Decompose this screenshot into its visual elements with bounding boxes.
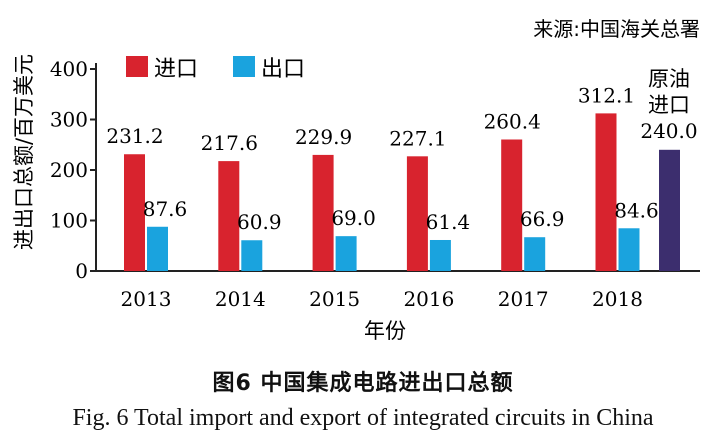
bar-import [595,113,617,272]
y-tick-label: 0 [75,259,88,283]
bar-export [429,239,451,271]
data-label-import: 217.6 [201,131,258,155]
y-tick-label: 400 [50,57,88,81]
data-label-export: 84.6 [614,198,659,222]
bar-import [124,154,145,271]
legend-swatch-import [126,56,148,77]
bar-import [501,139,523,271]
data-label-export: 87.6 [143,197,188,221]
source-text: 来源:中国海关总署 [533,17,700,41]
y-tick-label: 200 [50,158,88,182]
data-label-import: 229.9 [295,125,352,149]
data-label-crude-oil: 240.0 [640,119,697,143]
figure-caption-cn: 图6 中国集成电路进出口总额 [212,371,514,396]
bar-import [218,161,240,271]
x-tick-label: 2013 [121,287,172,311]
data-label-import: 312.1 [578,83,635,107]
x-tick-label: 2015 [309,287,360,311]
bar-export [618,228,640,271]
data-label-export: 61.4 [426,210,471,234]
bar-import [312,154,334,271]
y-axis-label: 进出口总额/百万美元 [12,54,36,250]
bar-export [524,237,546,271]
legend-label-import: 进口 [154,57,198,82]
bar-crude-oil-import [659,149,680,271]
bar-export [147,226,168,271]
x-tick-label: 2014 [215,287,266,311]
bar-export [241,240,263,271]
x-tick-label: 2017 [498,287,549,311]
crude-oil-label-line2: 进口 [648,93,690,117]
data-label-export: 69.0 [331,206,376,230]
crude-oil-label-line1: 原油 [648,67,690,91]
plot-area: 0 100 200 300 400 2013 231.2 87.6 2014 217.6 60.9 2… [50,57,700,311]
data-label-export: 66.9 [520,207,565,231]
y-tick-label: 300 [50,108,88,132]
x-tick-label: 2016 [403,287,454,311]
bar-import [406,156,428,271]
data-label-export: 60.9 [237,210,282,234]
figure-caption-en: Fig. 6 Total import and export of integr… [72,405,654,431]
legend-label-export: 出口 [261,57,305,82]
data-label-import: 231.2 [106,124,163,148]
y-tick-label: 100 [50,209,88,233]
chart: 来源:中国海关总署 进出口总额/百万美元 年份 进口 出口 0 100 200 300… [12,17,700,343]
bar-export [335,236,357,271]
legend: 进口 出口 [126,56,305,82]
data-label-import: 260.4 [484,109,541,133]
data-label-import: 227.1 [389,126,446,150]
x-axis-label: 年份 [364,319,406,343]
x-tick-label: 2018 [592,287,643,311]
legend-swatch-export [233,56,255,77]
